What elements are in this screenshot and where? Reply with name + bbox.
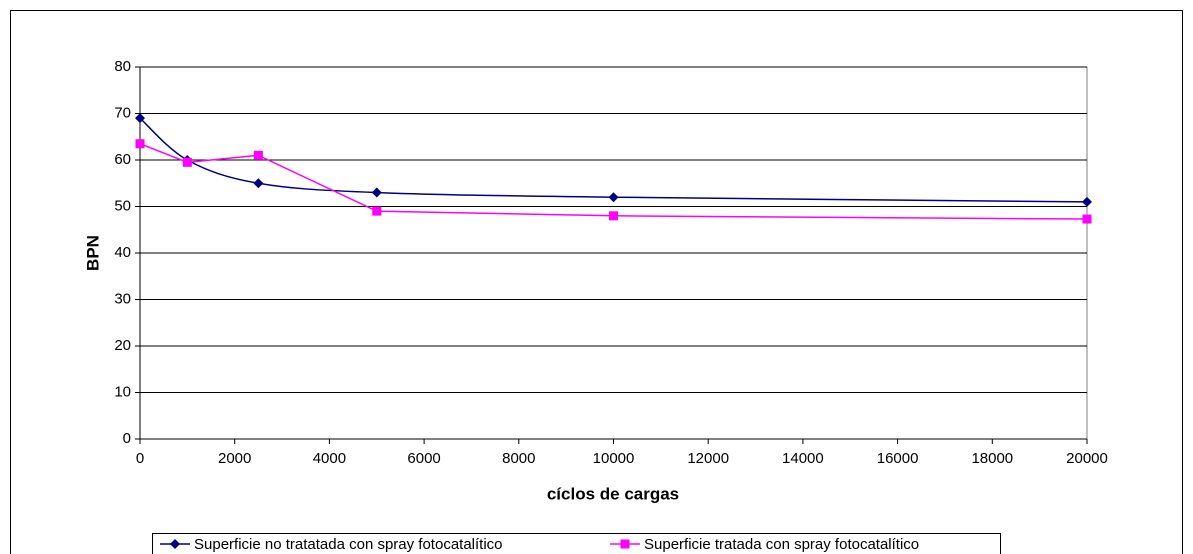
- y-tick-label: 0: [123, 430, 131, 447]
- marker: [609, 211, 618, 221]
- x-tick-label: 6000: [407, 450, 440, 467]
- legend: [152, 533, 1001, 554]
- x-tick-label: 2000: [218, 450, 251, 467]
- legend-marker: [620, 539, 630, 549]
- x-axis-label: cíclos de cargas: [547, 484, 679, 503]
- y-tick-label: 60: [114, 151, 131, 168]
- x-tick-label: 12000: [687, 450, 729, 467]
- y-tick-label: 20: [114, 337, 131, 354]
- marker: [182, 157, 192, 167]
- marker: [608, 192, 619, 203]
- marker: [135, 139, 145, 149]
- x-tick-label: 0: [136, 450, 144, 467]
- x-tick-label: 10000: [593, 450, 635, 467]
- series-line: [139, 143, 1088, 220]
- marker: [1082, 214, 1092, 224]
- y-tick-label: 50: [114, 197, 131, 214]
- marker: [253, 150, 263, 160]
- y-tick-label: 80: [114, 58, 131, 75]
- y-tick-label: 10: [114, 383, 131, 400]
- legend-marker: [170, 539, 180, 549]
- marker: [371, 187, 382, 198]
- marker: [1082, 196, 1092, 207]
- x-tick-label: 4000: [313, 450, 346, 467]
- y-axis-label: BPN: [83, 235, 102, 271]
- marker: [253, 178, 264, 189]
- marker: [135, 113, 145, 124]
- y-tick-label: 30: [114, 290, 131, 307]
- marker: [372, 206, 382, 216]
- x-tick-label: 20000: [1066, 450, 1108, 467]
- series-line: [139, 117, 1088, 203]
- legend-label: Superficie tratada con spray fotocatalít…: [644, 536, 919, 553]
- y-tick-label: 70: [114, 104, 131, 121]
- x-tick-label: 18000: [971, 450, 1013, 467]
- x-tick-label: 8000: [502, 450, 535, 467]
- y-tick-label: 40: [114, 244, 131, 261]
- x-tick-label: 16000: [877, 450, 919, 467]
- x-tick-label: 14000: [782, 450, 824, 467]
- legend-label: Superficie no tratatada con spray fotoca…: [194, 536, 503, 553]
